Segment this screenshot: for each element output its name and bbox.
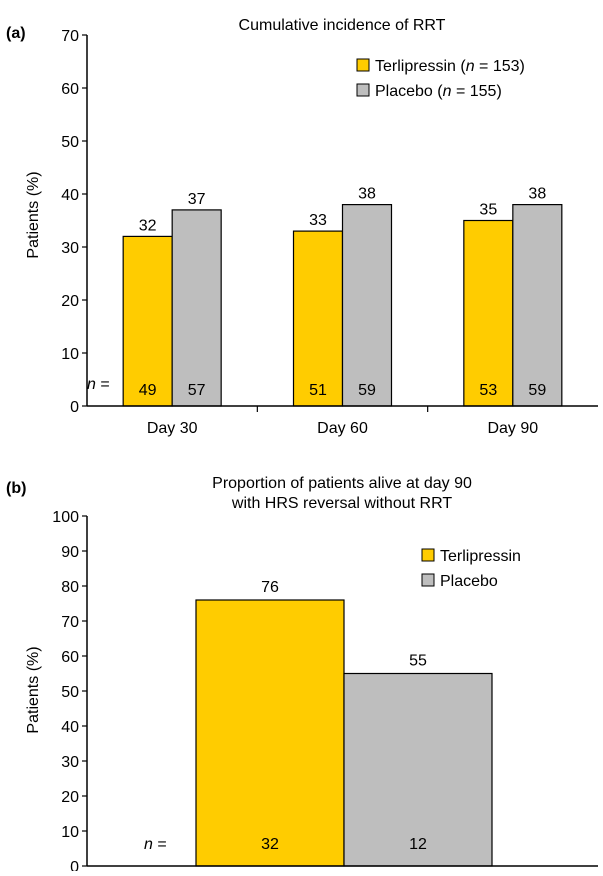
bar-n-label: 49 — [139, 382, 157, 399]
bar-n-label: 12 — [409, 836, 427, 853]
bar-n-label: 32 — [261, 836, 279, 853]
panel-b-chart: (b) Proportion of patients alive at day … — [6, 475, 598, 876]
panel-a-bars: 32 49 37 57 33 51 38 59 35 53 38 59 — [122, 186, 563, 407]
panel-a-x-categories: Day 30 Day 60 Day 90 — [147, 406, 538, 437]
panel-b-legend: Terlipressin Placebo — [421, 548, 521, 590]
bar-terlipressin-day-60 — [292, 230, 344, 407]
bar-terlipressin-day-30 — [122, 235, 173, 407]
y-tick-label: 50 — [61, 684, 79, 701]
n-italic: n — [144, 836, 153, 853]
bar-value-label: 33 — [309, 212, 327, 229]
panel-b-n-prefix: n = — [144, 836, 167, 853]
panel-b-y-ticks: 0 10 20 30 40 50 60 70 80 90 100 — [52, 509, 87, 876]
bar-value-label: 35 — [479, 202, 497, 219]
y-tick-label: 80 — [61, 579, 79, 596]
bar-placebo-day-90 — [512, 204, 563, 407]
y-tick-label: 0 — [70, 399, 79, 416]
y-tick-label: 70 — [61, 614, 79, 631]
y-tick-label: 20 — [61, 293, 79, 310]
panel-a-title: Cumulative incidence of RRT — [239, 17, 446, 34]
panel-b-title-line2: with HRS reversal without RRT — [231, 495, 452, 512]
panel-a-y-ticks: 0 10 20 30 40 50 60 70 — [61, 28, 87, 416]
bar-value-label: 37 — [188, 191, 206, 208]
legend-swatch-placebo — [421, 573, 435, 587]
y-tick-label: 70 — [61, 28, 79, 45]
n-italic: n — [87, 376, 96, 393]
bar-n-label: 57 — [188, 382, 206, 399]
n-equals: = — [153, 836, 167, 853]
panel-b-label: (b) — [6, 480, 26, 497]
panel-a-n-prefix: n = — [87, 376, 110, 393]
y-tick-label: 10 — [61, 346, 79, 363]
legend-label-placebo: Placebo — [440, 573, 498, 590]
legend-swatch-terlipressin — [356, 58, 370, 72]
legend-n-italic: n — [466, 58, 475, 75]
panel-b-title-line1: Proportion of patients alive at day 90 — [212, 475, 472, 492]
x-category-label: Day 60 — [317, 420, 368, 437]
panel-a-legend: Terlipressin (n = 153) Placebo (n = 155) — [356, 58, 525, 100]
bar-n-label: 51 — [309, 382, 327, 399]
legend-swatch-placebo — [356, 83, 370, 97]
bar-value-label: 38 — [528, 186, 546, 203]
y-tick-label: 50 — [61, 134, 79, 151]
y-tick-label: 10 — [61, 824, 79, 841]
y-tick-label: 30 — [61, 754, 79, 771]
bar-terlipressin-day-90 — [463, 219, 514, 407]
y-tick-label: 60 — [61, 649, 79, 666]
y-tick-label: 40 — [61, 187, 79, 204]
panel-a-chart: (a) Cumulative incidence of RRT Patients… — [6, 17, 598, 437]
legend-label-placebo: Placebo (n = 155) — [375, 83, 502, 100]
legend-label-terlipressin: Terlipressin — [440, 548, 521, 565]
y-tick-label: 90 — [61, 544, 79, 561]
panel-b-bars: 76 32 55 12 — [195, 579, 493, 867]
panel-a-label: (a) — [6, 25, 26, 42]
legend-label-terlipressin: Terlipressin (n = 153) — [375, 58, 525, 75]
panel-b-y-axis-label: Patients (%) — [25, 646, 42, 733]
bar-placebo-day-30 — [171, 209, 222, 407]
legend-name-placebo: Placebo — [375, 83, 433, 100]
bar-terlipressin — [195, 599, 345, 867]
bar-value-label: 38 — [358, 186, 376, 203]
bar-n-label: 59 — [358, 382, 376, 399]
y-tick-label: 60 — [61, 81, 79, 98]
y-tick-label: 20 — [61, 789, 79, 806]
bar-n-label: 53 — [479, 382, 497, 399]
n-equals: = — [96, 376, 110, 393]
legend-swatch-terlipressin — [421, 548, 435, 562]
bar-value-label: 76 — [261, 579, 279, 596]
y-tick-label: 40 — [61, 719, 79, 736]
y-tick-label: 30 — [61, 240, 79, 257]
bar-n-label: 59 — [528, 382, 546, 399]
legend-name-terlipressin: Terlipressin — [375, 58, 456, 75]
bar-value-label: 55 — [409, 653, 427, 670]
bar-placebo — [343, 672, 493, 867]
x-category-label: Day 30 — [147, 420, 198, 437]
bar-placebo-day-60 — [341, 204, 393, 407]
y-tick-label: 0 — [70, 859, 79, 871]
panel-a-y-axis-label: Patients (%) — [25, 171, 42, 258]
legend-n-italic: n — [443, 83, 452, 100]
y-tick-label: 100 — [52, 509, 79, 526]
bar-value-label: 32 — [139, 217, 157, 234]
x-category-label: Day 90 — [487, 420, 538, 437]
